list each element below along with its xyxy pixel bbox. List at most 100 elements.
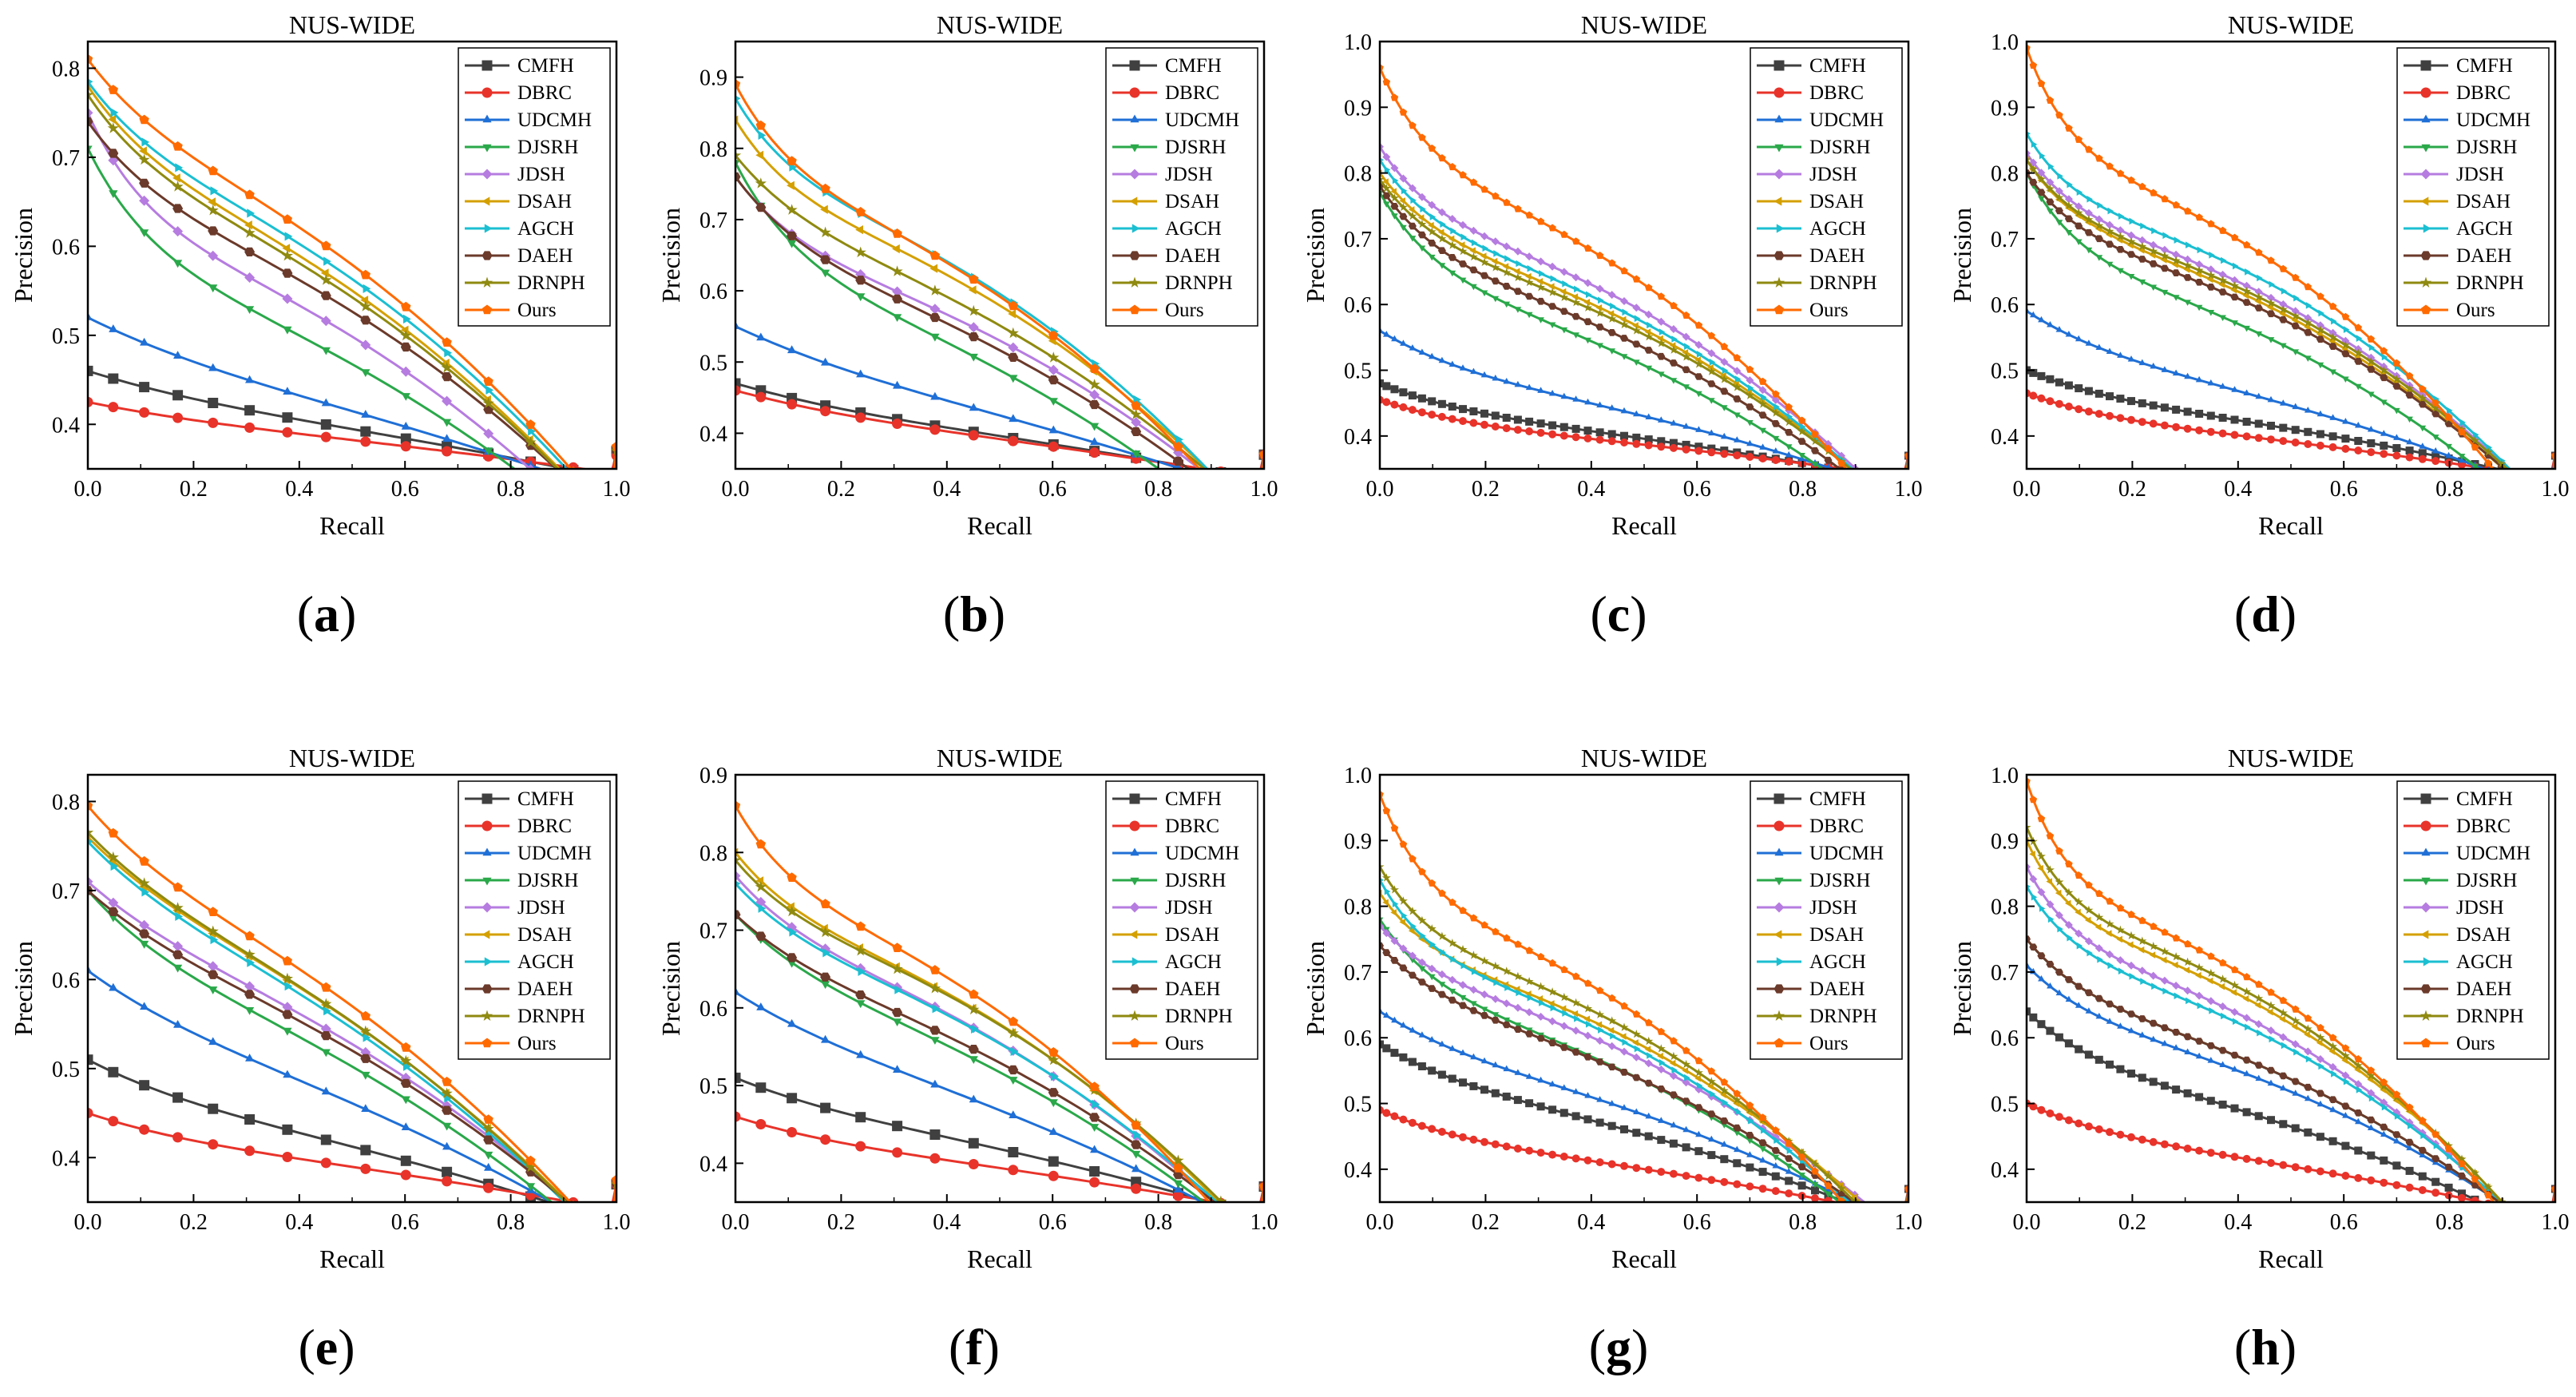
data-point-djsrh [2138,279,2146,286]
legend: CMFHDBRCUDCMHDJSRHJDSHDSAHAGCHDAEHDRNPHO… [1750,780,1903,1060]
data-point-ours [2367,1066,2375,1074]
series-line-ours [2027,780,2555,1202]
data-point-daeh [1437,247,1446,254]
data-point-djsrh [1620,354,1628,360]
data-point-udcmh [2065,995,2073,1002]
legend-label: CMFH [1809,55,1866,77]
data-point-drnph [1669,1051,1678,1061]
data-point-dsah [1469,247,1476,254]
legend-marker [2421,847,2431,856]
data-point-dsah [1525,272,1532,280]
data-point-dbrc [88,1108,93,1118]
y-tick-label: 0.6 [52,968,80,993]
data-point-agch [1671,1066,1678,1074]
data-point-udcmh [1090,1145,1100,1153]
data-point-djsrh [1734,412,1741,419]
x-tick-label: 0.6 [1683,477,1711,502]
data-point-daeh [2218,1046,2227,1054]
data-point-agch [1482,244,1488,252]
data-point-ours [1772,1126,1780,1134]
data-point-daeh [2094,235,2103,243]
x-tick-label: 0.8 [1789,477,1817,502]
data-point-ours [2316,1023,2324,1031]
data-point-drnph [1048,1054,1060,1066]
data-point-cmfh [2405,446,2414,455]
data-point-jdsh [1657,317,1666,326]
data-point-dbrc [787,399,798,410]
legend-label: AGCH [1165,218,1222,240]
data-point-daeh [2183,274,2192,281]
data-point-jdsh [2172,982,2181,990]
data-point-ours [1824,1181,1833,1189]
data-point-ours [1492,927,1500,935]
data-point-djsrh [442,1122,452,1131]
x-axis-label: Recall [319,511,385,540]
data-point-udcmh [2231,386,2238,392]
data-point-djsrh [2195,304,2203,312]
data-point-daeh [2055,968,2063,976]
data-point-agch [1539,999,1545,1006]
data-point-ours [2106,162,2114,170]
data-point-ours [2304,283,2312,291]
series-line-dbrc [735,1115,1264,1202]
data-point-cmfh [172,1092,184,1103]
legend-marker [482,877,492,886]
data-point-dsah [1525,990,1532,998]
data-point-ours [1173,1163,1183,1173]
data-point-jdsh [2254,1020,2263,1029]
data-point-jdsh [1620,297,1628,305]
legend-label: DSAH [517,191,572,212]
data-point-ours [1682,311,1690,319]
data-point-dsah [2206,276,2213,284]
legend-marker [1131,957,1140,966]
data-point-udcmh [2419,1151,2427,1157]
data-point-udcmh [401,1122,410,1130]
data-point-udcmh [2380,1130,2388,1137]
y-axis-label: Precision [1301,208,1330,303]
data-point-dbrc [1607,1160,1616,1169]
data-point-djsrh [1852,490,1859,496]
data-point-cmfh [2304,1128,2312,1137]
data-point-cmfh [2106,392,2114,401]
data-point-agch [2039,152,2046,160]
data-point-drnph [968,304,980,316]
series-ours [735,800,1264,1202]
data-point-daeh [1399,964,1408,972]
data-point-udcmh [2342,1112,2349,1118]
data-point-jdsh [1559,268,1568,276]
data-point-cmfh [2392,444,2401,452]
data-point-jdsh [1669,1072,1678,1080]
data-point-djsrh [484,1151,493,1160]
data-point-agch [1550,275,1557,283]
legend: CMFHDBRCUDCMHDJSRHJDSHDSAHAGCHDAEHDRNPHO… [2396,780,2550,1060]
data-point-cmfh [1644,1132,1653,1141]
data-point-dbrc [2279,437,2288,446]
y-tick-label: 1.0 [1991,30,2019,55]
data-point-daeh [2511,474,2519,482]
data-point-djsrh [2184,300,2191,306]
data-point-dbrc [1008,1165,1019,1176]
data-point-udcmh [2184,372,2191,379]
data-point-daeh [2328,1096,2337,1103]
data-point-ours [1891,1262,1899,1269]
data-point-drnph [1502,966,1512,975]
y-tick-label: 0.5 [1991,359,2019,384]
legend-marker [1131,224,1140,233]
data-point-udcmh [735,986,740,995]
data-point-daeh [525,441,536,450]
data-point-daeh [400,342,411,352]
legend-label: DAEH [517,978,573,1000]
data-point-dsah [855,225,863,235]
legend-label: Ours [1809,300,1849,321]
data-point-cmfh [2524,472,2532,480]
series-line-dbrc [2027,1102,2555,1202]
data-point-daeh [2037,952,2046,959]
data-point-dsah [2094,923,2102,931]
legend-item-dbrc: DBRC [465,816,572,837]
data-point-ours [1258,1181,1264,1191]
data-point-agch [1598,296,1604,304]
data-point-cmfh [2116,395,2125,403]
series-line-dsah [1380,892,1908,1202]
data-point-dsah [2172,261,2178,268]
data-point-dsah [1571,293,1579,300]
